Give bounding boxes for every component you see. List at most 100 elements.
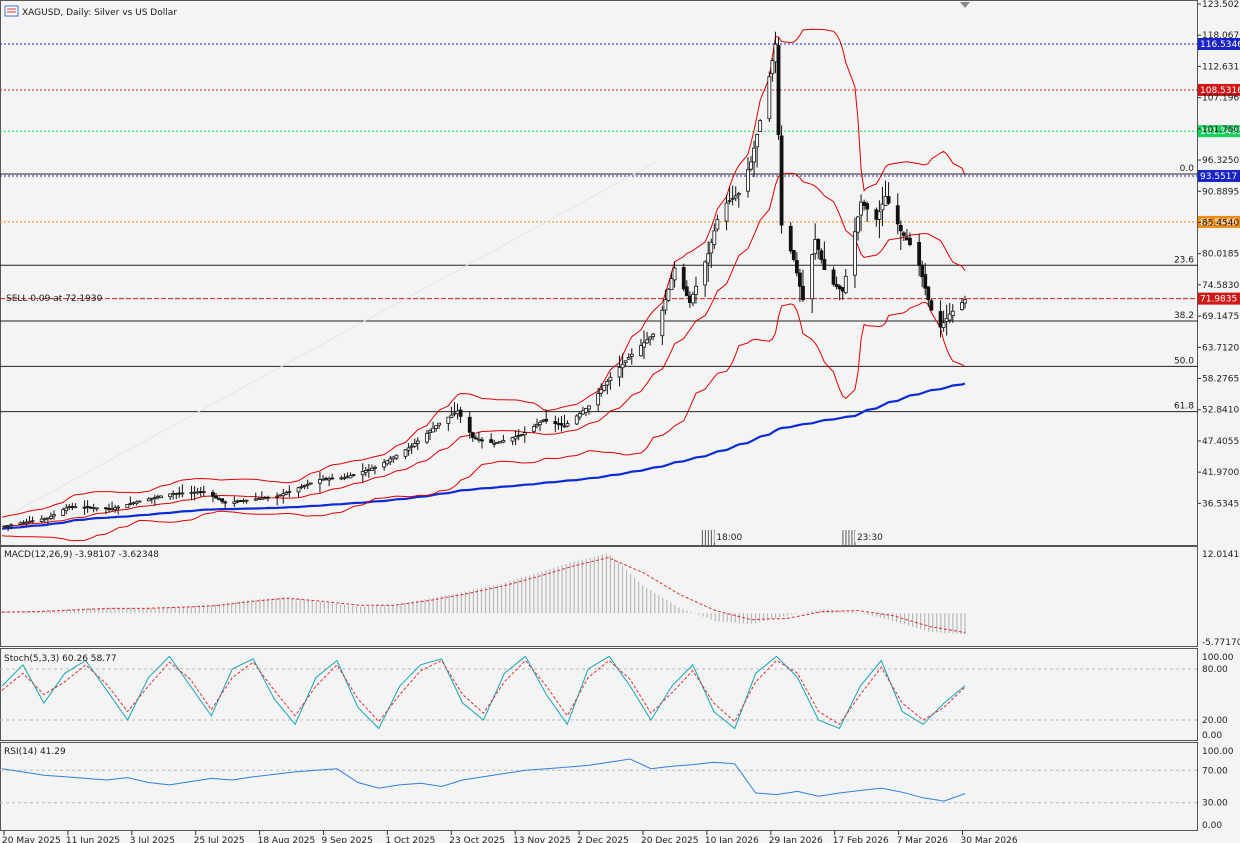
candle-body [960, 302, 964, 311]
candle-body [727, 200, 732, 203]
candle-body [284, 492, 289, 495]
candle-body [6, 524, 11, 527]
candle-body [938, 311, 943, 328]
candle-body [281, 493, 286, 497]
price-tag-4: 85.5488 [1200, 218, 1237, 228]
rsi-axis-tick-2: 30.00 [1202, 799, 1228, 809]
price-tag-5: 71.9835 [1200, 295, 1237, 305]
candle-body [324, 477, 328, 480]
bollinger-middle [1, 172, 966, 527]
candle-body [342, 477, 347, 480]
candle-body [556, 422, 561, 425]
candle-body [691, 294, 695, 304]
candle-body [712, 230, 717, 245]
candle-body [458, 409, 463, 417]
candle-body [146, 498, 151, 502]
candle-body [113, 507, 118, 511]
candle-body [773, 43, 778, 63]
candle-body [217, 498, 221, 501]
candle-body [351, 474, 356, 476]
candle-body [672, 267, 677, 281]
candle-body [125, 504, 130, 509]
candle-body [287, 490, 292, 493]
candle-body [238, 500, 243, 502]
candle-body [27, 520, 32, 524]
candle-body [660, 309, 665, 337]
candle-body [788, 225, 793, 252]
candle-body [862, 201, 867, 206]
candle-body [107, 508, 111, 510]
candle-body [156, 496, 160, 499]
candle-body [843, 275, 848, 294]
candle-body [516, 434, 521, 437]
candle-body [715, 218, 720, 230]
candle-body [30, 520, 35, 523]
date-axis-tick-14: 7 Mar 2026 [897, 836, 949, 843]
fib-label-4: 61.8 [1174, 402, 1194, 412]
stochastic-pane[interactable] [0, 648, 1198, 741]
price-axis-tick-1: 118.0670 [1202, 31, 1240, 41]
candles [3, 31, 967, 532]
candle-body [61, 509, 66, 516]
candle-body [694, 285, 698, 295]
date-axis-tick-7: 23 Oct 2025 [449, 836, 505, 843]
candle-body [473, 437, 478, 440]
session-marker-0: 18:00 [716, 533, 742, 543]
candle-body [834, 283, 839, 287]
candle-body [535, 423, 539, 427]
candle-body [366, 468, 371, 471]
candle-body [929, 300, 934, 311]
candle-body [403, 449, 408, 457]
candle-body [944, 317, 949, 322]
candle-body [626, 357, 631, 360]
candle-body [736, 193, 741, 196]
candle-body [559, 423, 564, 426]
macd-pane[interactable] [0, 546, 1198, 647]
date-axis-tick-2: 3 Jul 2025 [130, 836, 175, 843]
candle-body [532, 426, 536, 432]
candle-body [886, 196, 891, 204]
candle-body [562, 425, 567, 428]
candle-body [923, 274, 928, 289]
date-axis-tick-11: 10 Jan 2026 [705, 836, 759, 843]
candle-body [791, 249, 796, 260]
price-axis-tick-13: 52.8410 [1202, 406, 1239, 416]
candle-body [877, 211, 882, 220]
macd-title: MACD(12,26,9) -3.98107 -3.62348 [4, 550, 159, 560]
candle-body [73, 506, 78, 509]
candle-body [605, 380, 610, 386]
bollinger-upper [1, 28, 966, 518]
candle-body [412, 443, 417, 447]
date-axis-tick-5: 9 Sep 2025 [322, 836, 373, 843]
macd-layer [1, 553, 966, 635]
date-axis-tick-0: 20 May 2025 [2, 836, 61, 843]
price-axis-tick-12: 58.2765 [1202, 375, 1239, 385]
candle-body [813, 239, 818, 255]
candle-body [584, 408, 588, 413]
candle-body [467, 416, 472, 433]
candle-body [327, 478, 332, 481]
candle-body [452, 412, 457, 415]
candle-body [49, 515, 53, 519]
candle-body [82, 506, 87, 509]
candle-body [3, 525, 7, 528]
candle-body [776, 45, 781, 136]
candle-body [758, 120, 763, 132]
candle-body [302, 484, 307, 487]
candle-body [278, 494, 283, 497]
candle-body [211, 492, 215, 497]
candle-body [898, 225, 903, 232]
chart-shift-marker[interactable] [960, 2, 970, 8]
candle-body [663, 299, 668, 311]
price-pane[interactable] [0, 0, 1198, 546]
candle-body [489, 439, 494, 443]
candle-body [755, 133, 760, 148]
candle-body [602, 385, 607, 391]
price-axis-tick-6: 90.8895 [1202, 187, 1239, 197]
rsi-pane[interactable] [0, 742, 1198, 831]
price-axis-tick-2: 112.6315 [1202, 62, 1240, 72]
symbol-title: XAGUSD, Daily: Silver vs US Dollar [22, 8, 177, 18]
candle-body [214, 495, 218, 499]
price-axis-tick-5: 96.3250 [1202, 156, 1239, 166]
